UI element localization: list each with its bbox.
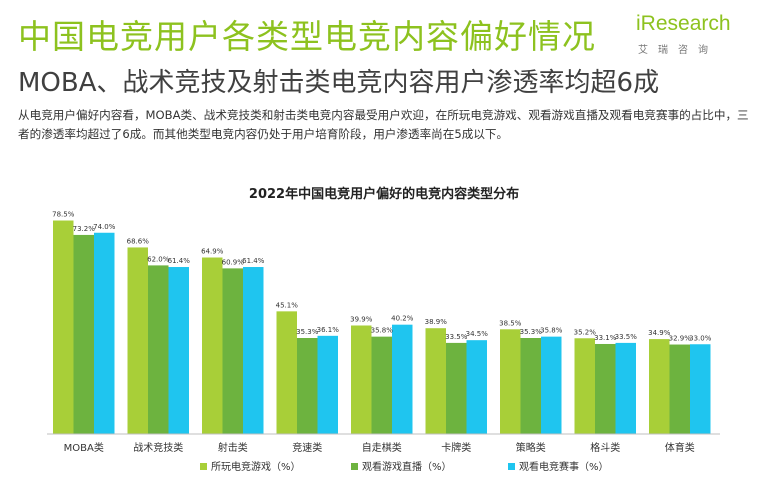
bar-6-2 [541,336,562,434]
bar-7-2 [615,342,636,434]
value-label-1-2: 61.4% [168,257,191,265]
value-label-1-1: 62.0% [147,255,170,263]
chart-title: 2022年中国电竞用户偏好的电竞内容类型分布 [249,186,519,202]
category-label-3: 竞速类 [292,441,322,454]
value-label-0-0: 78.5% [52,211,75,219]
description-text: 从电竞用户偏好内容看，MOBA类、战术竞技类和射击类电竞内容最受用户欢迎，在所玩… [18,108,749,141]
page-title: 中国电竞用户各类型电竞内容偏好情况 [18,17,596,56]
value-label-5-2: 34.5% [466,330,489,338]
bars-group [53,220,711,434]
value-label-4-0: 39.9% [350,315,373,323]
bar-5-0 [425,328,446,434]
bar-2-0 [202,257,223,434]
value-labels-group: 78.5%73.2%74.0%68.6%62.0%61.4%64.9%60.9%… [52,211,712,343]
value-label-7-0: 35.2% [574,328,597,336]
logo-wordmark: iResearch [636,12,731,35]
category-label-7: 格斗类 [590,441,620,454]
value-label-2-2: 61.4% [242,257,265,265]
bar-7-0 [574,338,595,434]
value-label-4-2: 40.2% [391,315,414,323]
bar-7-1 [595,343,616,434]
bar-4-2 [392,324,413,434]
value-label-8-0: 34.9% [648,329,671,337]
value-label-3-0: 45.1% [276,301,299,309]
bar-0-0 [53,220,74,434]
bar-3-0 [276,311,297,434]
bar-chart: 2022年中国电竞用户偏好的电竞内容类型分布 78.5% 73.2%74.0% 68… [47,186,720,473]
value-label-2-1: 60.9% [222,258,245,266]
value-label-5-1: 33.5% [445,333,468,341]
value-label-3-2: 36.1% [317,326,340,334]
bar-4-1 [371,336,392,434]
value-label-8-2: 33.0% [689,334,712,342]
category-label-1: 战术竞技类 [133,441,183,454]
value-label-6-1: 35.3% [520,328,543,336]
category-label-5: 卡牌类 [441,441,471,454]
bar-8-1 [669,344,690,434]
legend-label-1: 观看游戏直播（%） [362,460,452,473]
bar-8-2 [690,344,711,434]
category-label-8: 体育类 [665,441,695,454]
legend: 所玩电竞游戏（%） 观看游戏直播（%） 观看电竞赛事（%） [200,460,609,473]
value-label-0-1: 73.2% [73,225,96,233]
bar-1-0 [127,247,148,434]
value-label-5-0: 38.9% [425,318,448,326]
value-label-7-2: 33.5% [615,333,638,341]
bar-6-1 [520,337,541,434]
category-label-4: 自走棋类 [362,441,402,454]
legend-swatch-1 [351,463,358,470]
page-subtitle: MOBA、战术竞技及射击类电竞内容用户渗透率均超6成 [18,68,660,98]
value-label-0-2: 74.0% [93,223,116,231]
bar-0-2 [94,232,115,434]
value-label-8-1: 32.9% [669,335,692,343]
bar-1-2 [168,267,189,434]
value-label-6-2: 35.8% [540,327,563,335]
bar-1-1 [148,265,169,434]
legend-label-2: 观看电竞赛事（%） [519,460,609,473]
value-label-1-0: 68.6% [127,237,150,245]
category-labels-group: MOBA类 战术竞技类 射击类 竞速类 自走棋类 卡牌类 策略类 格斗类 体育类 [64,441,695,454]
bar-6-0 [500,329,521,434]
bar-3-1 [297,337,318,434]
legend-swatch-2 [508,463,515,470]
category-label-2: 射击类 [218,441,248,454]
value-label-4-1: 35.8% [371,327,394,335]
legend-swatch-0 [200,463,207,470]
bar-3-2 [317,335,338,434]
bar-5-1 [446,342,467,434]
bar-2-2 [243,267,264,434]
logo-subtitle: 艾瑞咨询 [638,45,718,56]
iresearch-logo: iResearch 艾瑞咨询 [636,12,766,56]
bar-0-1 [73,234,94,434]
chart-container: 2022年中国电竞用户偏好的电竞内容类型分布 78.5% 73.2% 74.0% 68… [0,170,777,486]
legend-label-0: 所玩电竞游戏（%） [211,460,301,473]
category-label-6: 策略类 [516,441,546,454]
value-label-2-0: 64.9% [201,248,224,256]
value-label-3-1: 35.3% [296,328,319,336]
bar-5-2 [466,340,487,434]
value-label-6-0: 38.5% [499,319,522,327]
category-label-0: MOBA类 [64,441,104,454]
bar-4-0 [351,325,372,434]
bar-8-0 [649,339,670,434]
value-label-7-1: 33.1% [594,334,617,342]
bar-2-1 [222,268,243,434]
